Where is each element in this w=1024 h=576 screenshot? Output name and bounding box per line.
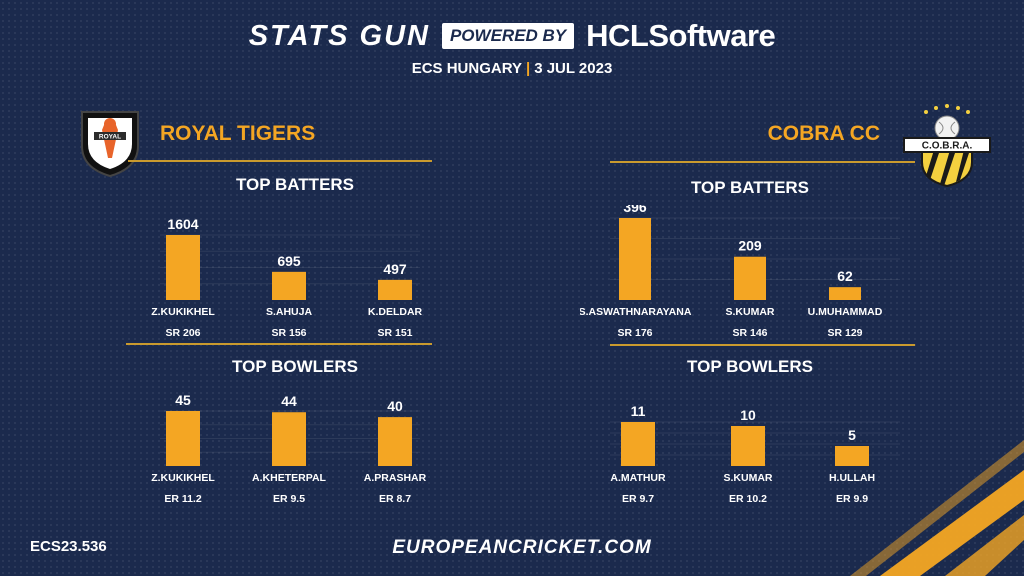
- section-title-batters-right: TOP BATTERS: [690, 178, 810, 197]
- section-divider-right: [610, 344, 915, 346]
- team-name-right: COBRA CC: [767, 122, 880, 145]
- category-label: S.KUMAR: [724, 472, 773, 484]
- bar: [619, 218, 651, 300]
- event-separator: |: [525, 60, 531, 77]
- section-title-bowlers-right: TOP BOWLERS: [687, 357, 813, 376]
- rate-label: ER 8.7: [379, 493, 411, 505]
- data-label: 11: [631, 403, 646, 419]
- bar: [166, 411, 200, 466]
- event-subheader: ECS HUNGARY | 3 JUL 2023: [0, 60, 1024, 77]
- bar: [166, 235, 200, 300]
- rate-label: SR 156: [271, 327, 306, 339]
- team-divider-right: [610, 161, 915, 163]
- category-label: Z.KUKIKHEL: [151, 306, 215, 318]
- data-label: 695: [277, 253, 301, 269]
- logo-text-left: ROYAL: [99, 134, 121, 141]
- rate-label: ER 9.5: [273, 493, 305, 505]
- event-name: ECS HUNGARY: [411, 60, 522, 77]
- royal-tigers-logo: ROYAL: [81, 111, 139, 178]
- powered-by-badge: POWERED BY: [441, 23, 575, 49]
- category-label: A.KHETERPAL: [252, 472, 326, 484]
- category-label: S.AHUJA: [266, 306, 313, 318]
- rate-label: SR 146: [732, 327, 767, 339]
- rate-label: SR 129: [827, 327, 862, 339]
- brand-title: STATS GUN: [248, 19, 430, 52]
- section-title-bowlers-left: TOP BOWLERS: [232, 357, 358, 376]
- bar: [621, 422, 655, 466]
- data-label: 209: [738, 238, 762, 254]
- category-label: A.PRASHAR: [364, 472, 427, 484]
- data-label: 10: [740, 407, 756, 423]
- bar: [731, 426, 765, 466]
- chart-batters-right: 396 S.ASWATHNARAYANA SR 176 209 S.KUMAR SR 14…: [580, 205, 900, 339]
- rate-label: ER 11.2: [164, 493, 202, 505]
- category-label: A.MATHUR: [610, 472, 666, 484]
- bar: [734, 256, 766, 300]
- bar: [272, 412, 306, 466]
- category-label: Z.KUKIKHEL: [151, 472, 215, 484]
- category-label: S.ASWATHNARAYANA: [580, 306, 692, 318]
- data-label: 45: [175, 392, 191, 408]
- category-label: H.ULLAH: [829, 472, 875, 484]
- sponsor-logo: HCLSoftware: [586, 18, 776, 53]
- match-code: ECS23.536: [30, 538, 107, 555]
- website-link[interactable]: EUROPEANCRICKET.COM: [392, 537, 652, 558]
- rate-label: ER 10.2: [729, 493, 767, 505]
- cobra-cc-logo: C.O.B.R.A.: [903, 104, 991, 188]
- bar: [835, 446, 869, 466]
- team-divider-left: [128, 160, 432, 162]
- header-title: STATS GUN POWERED BY HCLSoftware: [0, 14, 1024, 58]
- category-label: K.DELDAR: [368, 306, 423, 318]
- section-divider-left: [126, 343, 432, 345]
- rate-label: ER 9.7: [622, 493, 654, 505]
- bar: [272, 271, 306, 300]
- chart-bowlers-left: 45 Z.KUKIKHEL ER 11.2 44 A.KHETERPAL ER 9.5 40…: [151, 392, 427, 505]
- logo-text-right: C.O.B.R.A.: [922, 141, 973, 152]
- chart-bowlers-right: 11 A.MATHUR ER 9.7 10 S.KUMAR ER 10.2 5 H.ULLAH…: [610, 403, 900, 505]
- chart-batters-left: 1604 Z.KUKIKHEL SR 206 695 S.AHUJA SR 156 497 K…: [151, 216, 423, 339]
- data-label: 44: [281, 393, 297, 409]
- bar: [378, 417, 412, 466]
- bar: [829, 287, 861, 300]
- data-label: 396: [623, 205, 647, 215]
- data-label: 62: [837, 268, 853, 284]
- data-label: 497: [383, 261, 407, 277]
- rate-label: SR 206: [165, 327, 200, 339]
- rate-label: ER 9.9: [836, 493, 868, 505]
- category-label: S.KUMAR: [726, 306, 775, 318]
- rate-label: SR 151: [377, 327, 412, 339]
- data-label: 40: [387, 398, 403, 414]
- category-label: U.MUHAMMAD: [808, 306, 883, 318]
- team-name-left: ROYAL TIGERS: [160, 122, 316, 145]
- data-label: 5: [848, 427, 856, 443]
- data-label: 1604: [167, 216, 198, 232]
- event-date: 3 JUL 2023: [534, 60, 613, 77]
- bar: [378, 279, 412, 300]
- section-title-batters-left: TOP BATTERS: [235, 175, 355, 194]
- rate-label: SR 176: [617, 327, 652, 339]
